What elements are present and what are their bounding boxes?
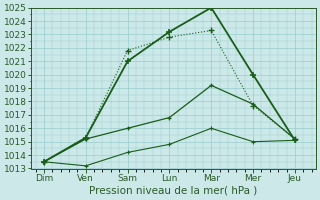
X-axis label: Pression niveau de la mer( hPa ): Pression niveau de la mer( hPa ): [90, 186, 258, 196]
